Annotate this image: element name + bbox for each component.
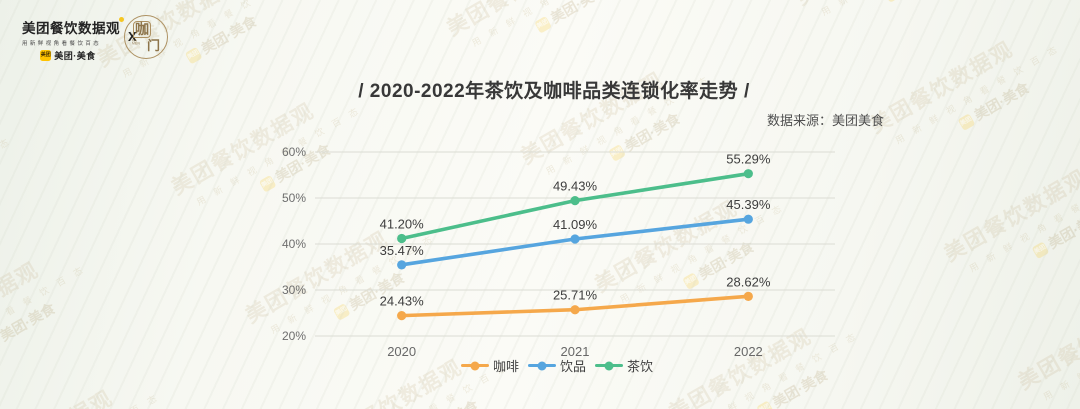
kamen-logo: 咖 KA MEN 门 (124, 15, 168, 59)
data-label-coffee-2020: 24.43% (380, 294, 425, 309)
y-axis-tick-label: 60% (282, 145, 306, 159)
data-label-tea-2022: 55.29% (726, 152, 771, 167)
logo-accent-dot (119, 17, 124, 22)
legend-item-drinks[interactable]: 饮品 (527, 356, 586, 375)
meituan-data-logo: 美团餐饮数据观 用新鲜视角看餐饮百态 美团 美团·美食 (22, 17, 124, 62)
data-point-drinks-2020[interactable] (397, 260, 407, 270)
y-axis-tick-label: 30% (282, 283, 306, 297)
x-axis-tick-label: 2020 (387, 344, 416, 359)
y-axis-tick-label: 50% (282, 191, 306, 205)
logo-title: 美团餐饮数据观 (22, 17, 124, 37)
data-point-drinks-2022[interactable] (743, 214, 753, 224)
data-point-drinks-2021[interactable] (570, 234, 580, 244)
legend-label-tea: 茶饮 (627, 359, 654, 374)
logo-badge-label: 美团·美食 (54, 51, 96, 61)
data-label-drinks-2022: 45.39% (726, 197, 771, 212)
data-point-coffee-2020[interactable] (397, 311, 407, 321)
data-point-coffee-2022[interactable] (743, 291, 753, 301)
header: 美团餐饮数据观 用新鲜视角看餐饮百态 美团 美团·美食 X 咖 KA MEN 门 (0, 0, 1080, 70)
data-point-tea-2022[interactable] (743, 169, 753, 179)
legend-marker-tea (595, 361, 623, 370)
logo-tagline: 用新鲜视角看餐饮百态 (22, 40, 102, 47)
legend-marker-drinks (527, 361, 556, 370)
logo-title-text: 美团餐饮数据观 (22, 21, 120, 36)
data-point-tea-2021[interactable] (570, 196, 580, 206)
data-label-tea-2021: 49.43% (553, 179, 598, 194)
legend-marker-dot (537, 361, 547, 370)
logo-badge: 美团 美团·美食 (22, 49, 114, 62)
kamen-logo-char-top: 咖 (133, 21, 151, 38)
meituan-app-icon: 美团 (40, 50, 52, 61)
data-source-label: 数据来源：美团美食 (767, 113, 885, 128)
data-label-drinks-2021: 41.09% (553, 217, 598, 232)
data-label-coffee-2021: 25.71% (553, 288, 598, 303)
chart-legend: 咖啡 饮品 茶饮 (297, 356, 817, 375)
legend-item-tea[interactable]: 茶饮 (595, 356, 653, 375)
chart-title: / 2020-2022年茶饮及咖啡品类连锁化率走势 / (358, 81, 750, 102)
legend-marker-coffee (460, 361, 489, 370)
legend-marker-dot (604, 361, 614, 370)
x-axis-tick-label: 2021 (561, 344, 590, 359)
y-axis-tick-label: 20% (282, 329, 306, 343)
kamen-logo-subtext: KA MEN (132, 39, 141, 46)
legend-marker-dot (470, 361, 480, 370)
legend-item-coffee[interactable]: 咖啡 (460, 356, 519, 375)
y-axis-tick-label: 40% (282, 237, 306, 251)
x-axis-tick-label: 2022 (734, 344, 763, 359)
legend-label-coffee: 咖啡 (492, 359, 519, 374)
data-label-coffee-2022: 28.62% (726, 274, 771, 289)
data-point-coffee-2021[interactable] (570, 305, 580, 315)
data-label-drinks-2020: 35.47% (380, 243, 425, 258)
kamen-logo-char-bottom: 门 (146, 38, 160, 53)
data-label-tea-2020: 41.20% (380, 216, 425, 231)
data-point-tea-2020[interactable] (397, 233, 407, 244)
legend-label-drinks: 饮品 (559, 359, 586, 374)
